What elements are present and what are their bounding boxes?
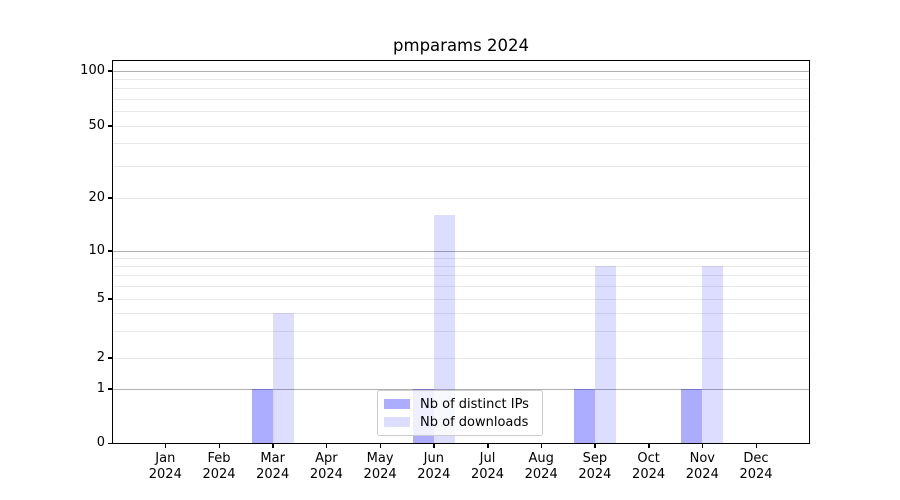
x-tick-jul-2024 [487,444,489,448]
bar-nb-of-distinct-ips-mar-2024 [251,388,273,443]
y-gridline-minor-5 [113,298,809,300]
y-tick-1 [108,388,112,390]
x-tick-oct-2024 [648,444,650,448]
y-gridline-major-1 [113,388,809,390]
plot-area: Nb of distinct IPs Nb of downloads [108,60,810,448]
y-tick-label-20: 20 [88,189,105,205]
x-tick-sep-2024 [594,444,596,448]
x-tick-label-jun-2024: Jun 2024 [417,451,451,482]
y-gridline-minor-60 [113,111,809,112]
bar-nb-of-distinct-ips-nov-2024 [681,388,703,443]
legend-swatch-distinct-ips [384,399,410,409]
x-tick-label-oct-2024: Oct 2024 [632,451,666,482]
legend-label-downloads: Nb of downloads [420,414,529,430]
y-gridline-minor-8 [113,266,809,267]
legend: Nb of distinct IPs Nb of downloads [377,390,543,436]
y-gridline-minor-3 [113,331,809,333]
y-tick-10 [108,250,112,252]
bar-nb-of-downloads-nov-2024 [702,266,724,443]
y-tick-label-50: 50 [88,117,105,133]
legend-item-distinct-ips: Nb of distinct IPs [384,395,536,413]
y-gridline-major-100 [113,70,809,72]
bar-nb-of-distinct-ips-sep-2024 [573,388,595,443]
x-tick-feb-2024 [218,444,220,448]
legend-item-downloads: Nb of downloads [384,413,536,431]
y-gridline-minor-50 [113,125,809,127]
x-tick-aug-2024 [540,444,543,448]
x-tick-label-apr-2024: Apr 2024 [309,451,343,482]
y-tick-100 [108,70,112,72]
y-tick-label-100: 100 [80,62,105,78]
x-tick-label-dec-2024: Dec 2024 [739,451,773,482]
x-tick-label-jul-2024: Jul 2024 [470,451,505,482]
x-tick-jun-2024 [433,444,435,448]
y-tick-50 [108,125,112,127]
x-tick-label-mar-2024: Mar 2024 [256,451,290,482]
x-tick-jan-2024 [164,444,167,448]
x-tick-label-sep-2024: Sep 2024 [578,451,612,482]
x-tick-nov-2024 [701,444,704,448]
y-gridline-minor-2 [113,357,809,359]
y-tick-label-2: 2 [96,349,105,365]
y-tick-20 [108,197,112,199]
x-tick-label-may-2024: May 2024 [363,451,397,482]
y-tick-label-5: 5 [96,290,105,306]
x-tick-apr-2024 [325,444,328,448]
y-gridline-minor-4 [113,312,809,314]
y-tick-0 [108,442,112,444]
x-tick-label-feb-2024: Feb 2024 [202,451,236,482]
y-tick-label-1: 1 [96,380,105,396]
y-tick-label-0: 0 [96,435,105,450]
y-tick-5 [108,298,112,300]
y-gridline-minor-90 [113,78,809,80]
y-tick-label-10: 10 [88,242,105,258]
y-gridline-major-10 [113,250,809,252]
bar-nb-of-downloads-sep-2024 [594,266,616,443]
x-tick-label-nov-2024: Nov 2024 [685,451,719,482]
x-tick-dec-2024 [755,444,757,448]
x-tick-label-aug-2024: Aug 2024 [524,451,558,482]
x-tick-label-jan-2024: Jan 2024 [148,451,182,482]
x-tick-mar-2024 [272,444,274,448]
bar-nb-of-downloads-mar-2024 [272,312,294,443]
bar-nb-of-downloads-jun-2024 [433,214,455,443]
y-gridline-minor-7 [113,275,809,277]
y-gridline-minor-80 [113,88,809,90]
y-gridline-minor-30 [113,165,809,167]
x-tick-may-2024 [379,444,382,448]
legend-label-distinct-ips: Nb of distinct IPs [420,396,529,412]
y-gridline-minor-40 [113,143,809,144]
y-gridline-minor-70 [113,98,809,100]
y-gridline-minor-9 [113,257,809,259]
y-gridline-minor-20 [113,197,809,199]
chart-title: pmparams 2024 [393,36,529,55]
y-tick-2 [108,357,112,359]
legend-swatch-downloads [384,417,410,427]
y-gridline-minor-6 [113,285,809,287]
